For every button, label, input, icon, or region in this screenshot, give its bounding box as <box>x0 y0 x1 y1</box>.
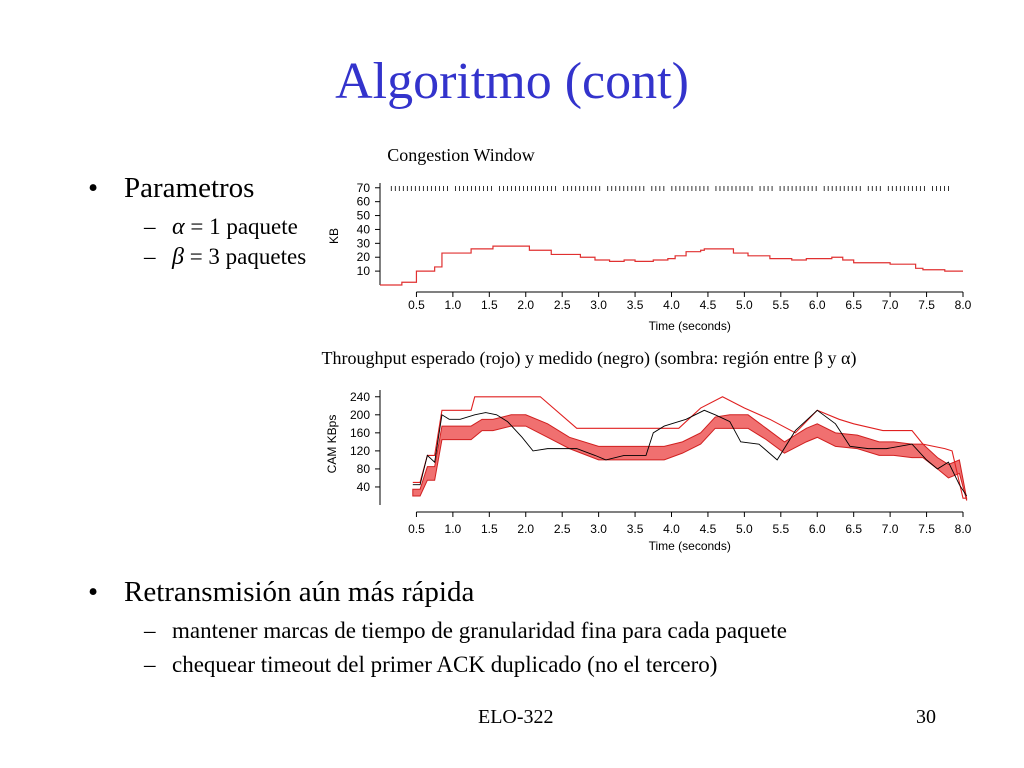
bullet-text: Parametros <box>124 172 255 204</box>
slide-title: Algoritmo (cont) <box>335 53 689 110</box>
x-tick-label: 5.0 <box>736 298 753 312</box>
y-tick-label: 30 <box>357 236 371 250</box>
x-tick-label: 1.5 <box>481 298 498 312</box>
x-tick-label: 2.5 <box>554 298 571 312</box>
x-tick-label: 0.5 <box>408 298 425 312</box>
x-tick-label: 6.5 <box>845 522 862 536</box>
x-tick-label: 5.0 <box>736 522 753 536</box>
y-tick-label: 40 <box>357 480 371 494</box>
measured-series-line <box>412 409 968 497</box>
congestion-window-chart: Congestion Window 0.5 1.0 1.5 2.0 2.5 3.0 3.5 4.… <box>327 145 972 333</box>
bullet-parametros: • Parametros <box>88 172 255 205</box>
x-tick-label: 6.0 <box>809 298 826 312</box>
x-tick-label: 4.0 <box>663 522 680 536</box>
x-tick-label: 5.5 <box>772 298 789 312</box>
sub-dash: – <box>144 618 156 643</box>
x-tick-label: 6.5 <box>845 298 862 312</box>
x-tick-label: 2.0 <box>517 298 534 312</box>
chart-title: Throughput esperado (rojo) y medido (neg… <box>322 348 857 369</box>
x-tick-label: 5.5 <box>772 522 789 536</box>
throughput-chart: Throughput esperado (rojo) y medido (neg… <box>322 348 972 553</box>
y-tick-label: 60 <box>357 195 371 209</box>
bullet-text: Retransmisión aún más rápida <box>124 576 475 608</box>
y-tick-label: 40 <box>357 222 371 236</box>
bullet-dot: • <box>88 576 99 608</box>
expected-series-line <box>412 396 967 499</box>
page-number: 30 <box>916 706 936 728</box>
x-axis-label: Time (seconds) <box>649 539 731 553</box>
x-tick-label: 4.0 <box>663 298 680 312</box>
x-tick-label: 3.5 <box>627 522 644 536</box>
y-axis-label: CAM KBps <box>325 415 339 474</box>
y-tick-label: 70 <box>357 181 371 195</box>
footer-course: ELO-322 <box>478 706 554 728</box>
sub-dash: – <box>144 652 156 677</box>
x-tick-label: 7.0 <box>882 522 899 536</box>
beta-value: = 3 paquetes <box>183 244 307 269</box>
y-tick-label: 120 <box>350 444 370 458</box>
bullet-dot: • <box>88 172 99 204</box>
alpha-value: = 1 paquete <box>184 214 298 239</box>
y-tick-label: 240 <box>350 390 370 404</box>
x-tick-label: 7.5 <box>918 298 935 312</box>
x-tick-label: 2.5 <box>554 522 571 536</box>
y-tick-label: 80 <box>357 462 371 476</box>
band-region <box>412 414 968 501</box>
sub-timeout: – chequear timeout del primer ACK duplic… <box>144 652 718 678</box>
y-tick-label: 50 <box>357 209 371 223</box>
beta-symbol: β <box>172 244 184 270</box>
x-tick-label: 0.5 <box>408 522 425 536</box>
alpha-symbol: α <box>172 214 185 240</box>
sub-text: chequear timeout del primer ACK duplicad… <box>172 652 718 677</box>
x-tick-label: 7.0 <box>882 298 899 312</box>
x-tick-label: 3.5 <box>627 298 644 312</box>
x-tick-label: 4.5 <box>700 522 717 536</box>
sub-marcas: – mantener marcas de tiempo de granulari… <box>144 618 787 644</box>
x-tick-label: 8.0 <box>955 522 972 536</box>
sub-beta: – β = 3 paquetes <box>144 244 307 271</box>
x-tick-label: 2.0 <box>517 522 534 536</box>
sub-text: mantener marcas de tiempo de granularida… <box>172 618 787 643</box>
packet-marker-row <box>390 186 949 191</box>
sub-dash: – <box>144 214 156 239</box>
y-tick-label: 160 <box>350 426 370 440</box>
x-tick-label: 8.0 <box>955 298 972 312</box>
x-tick-label: 3.0 <box>590 522 607 536</box>
bullet-retransmision: • Retransmisión aún más rápida <box>88 576 475 609</box>
sub-alpha: – α = 1 paquete <box>144 214 298 241</box>
cwnd-series-line <box>380 245 963 286</box>
x-tick-label: 1.0 <box>445 298 462 312</box>
x-tick-label: 3.0 <box>590 298 607 312</box>
y-axis-label: KB <box>327 228 341 244</box>
x-tick-label: 7.5 <box>918 522 935 536</box>
chart-title: Congestion Window <box>387 145 534 165</box>
y-tick-label: 200 <box>350 408 370 422</box>
sub-dash: – <box>144 244 156 269</box>
y-tick-label: 10 <box>357 264 371 278</box>
y-tick-label: 20 <box>357 250 371 264</box>
x-tick-label: 6.0 <box>809 522 826 536</box>
x-tick-label: 4.5 <box>700 298 717 312</box>
x-tick-label: 1.5 <box>481 522 498 536</box>
x-axis-label: Time (seconds) <box>649 319 731 333</box>
x-tick-label: 1.0 <box>445 522 462 536</box>
